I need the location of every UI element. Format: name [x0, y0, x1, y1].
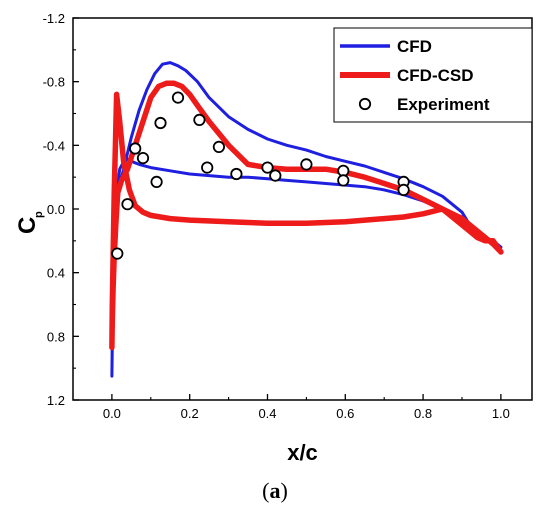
- legend: CFD CFD-CSD Experiment: [333, 27, 533, 123]
- experiment-point: [129, 142, 142, 155]
- legend-label-cfd-csd: CFD-CSD: [397, 66, 474, 85]
- x-tick-label: 1.0: [492, 406, 510, 421]
- y-tick-label: -1.2: [43, 11, 65, 26]
- legend-label-cfd: CFD: [397, 37, 432, 56]
- series-line-cfd-csd: [109, 80, 504, 351]
- x-tick-label: 0.8: [414, 406, 432, 421]
- x-tick-label: 0.0: [103, 406, 121, 421]
- y-tick-label: 0.0: [47, 202, 65, 217]
- y-tick-label: -0.4: [43, 138, 65, 153]
- y-axis-title-main: C: [14, 217, 41, 234]
- ticks-layer: 0.0 0.2 0.4 0.6 0.8 1.0 -1.2 -0.8 -0.4 0.0 0.4 0.8 1…: [43, 11, 510, 421]
- experiment-point: [111, 247, 124, 260]
- experiment-point: [269, 169, 282, 182]
- experiment-point: [171, 91, 185, 104]
- experiment-point: [154, 116, 167, 130]
- legend-label-experiment: Experiment: [397, 95, 490, 114]
- experiment-point: [212, 140, 225, 153]
- experiment-point: [150, 175, 163, 188]
- legend-swatch-experiment: [358, 97, 372, 111]
- experiment-point: [300, 158, 313, 171]
- experiment-point: [337, 174, 350, 187]
- experiment-point: [121, 198, 134, 211]
- x-tick-label: 0.4: [258, 406, 276, 421]
- experiment-point: [230, 167, 243, 181]
- y-tick-label: 1.2: [47, 393, 65, 408]
- x-tick-label: 0.2: [181, 406, 199, 421]
- experiment-point: [193, 113, 206, 127]
- experiment-point: [397, 183, 410, 196]
- x-axis-title: x/c: [287, 440, 318, 465]
- y-axis-title-subscript: p: [33, 211, 45, 218]
- plot-layer: [109, 61, 504, 378]
- y-tick-label: -0.8: [43, 75, 65, 90]
- caption-open-paren: (: [262, 478, 270, 503]
- experiment-point: [261, 161, 274, 174]
- figure-caption: (a): [0, 478, 550, 504]
- x-tick-label: 0.6: [336, 406, 354, 421]
- caption-letter: a: [269, 478, 281, 503]
- y-tick-label: 0.8: [47, 329, 65, 344]
- y-axis-title: C p: [14, 211, 45, 234]
- y-tick-label: 0.4: [47, 266, 65, 281]
- experiment-point: [201, 161, 214, 174]
- pressure-coefficient-chart: 0.0 0.2 0.4 0.6 0.8 1.0 -1.2 -0.8 -0.4 0.0 0.4 0.8 1…: [14, 11, 533, 465]
- caption-close-paren: ): [280, 478, 288, 503]
- experiment-point: [136, 152, 150, 165]
